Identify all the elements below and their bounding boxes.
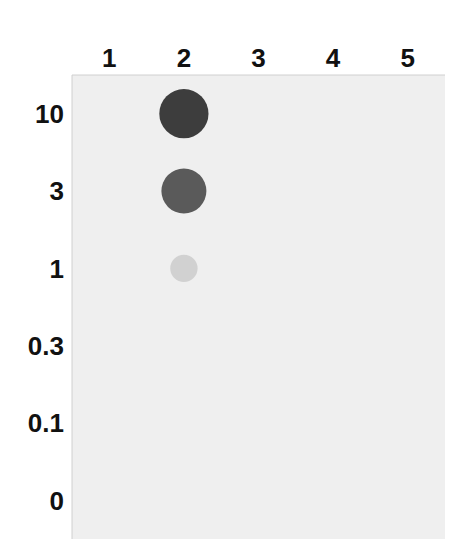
svg-text:3: 3 — [251, 43, 265, 73]
svg-text:1: 1 — [102, 43, 116, 73]
svg-text:0: 0 — [50, 486, 64, 516]
svg-text:4: 4 — [326, 43, 341, 73]
svg-text:0.1: 0.1 — [28, 408, 64, 438]
svg-text:0.3: 0.3 — [28, 331, 64, 361]
svg-text:10: 10 — [35, 99, 64, 129]
svg-text:3: 3 — [50, 176, 64, 206]
svg-text:2: 2 — [177, 43, 191, 73]
svg-text:5: 5 — [400, 43, 414, 73]
svg-text:1: 1 — [50, 254, 64, 284]
